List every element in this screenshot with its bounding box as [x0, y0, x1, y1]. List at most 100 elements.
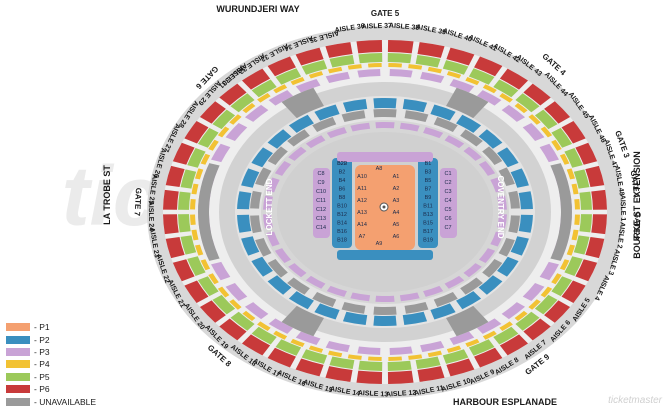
section-p5[interactable] — [515, 311, 540, 331]
section-p2[interactable] — [456, 114, 482, 133]
section-p6[interactable] — [165, 165, 185, 188]
section-p3-inner[interactable] — [444, 135, 465, 149]
section-unavailable[interactable] — [508, 190, 520, 209]
section-p5[interactable] — [358, 53, 383, 64]
section-p6[interactable] — [241, 68, 271, 90]
section-p5[interactable] — [180, 169, 197, 189]
section-p3-inner[interactable] — [497, 214, 507, 229]
section-p5[interactable] — [275, 68, 302, 85]
section-p3-inner[interactable] — [399, 292, 420, 302]
section-p5[interactable] — [415, 356, 441, 370]
section-p4[interactable] — [290, 76, 305, 86]
section-p4[interactable] — [540, 286, 553, 298]
section-p4[interactable] — [308, 345, 324, 353]
section-p3-inner[interactable] — [375, 122, 395, 129]
section-p4[interactable] — [571, 183, 579, 195]
section-p6[interactable] — [267, 56, 296, 77]
section-p6[interactable] — [267, 347, 296, 368]
section-p3-inner[interactable] — [478, 161, 496, 176]
section-p6[interactable] — [544, 101, 571, 124]
section-p6[interactable] — [575, 142, 598, 165]
section-unavailable[interactable] — [287, 277, 310, 295]
section-p4[interactable] — [347, 354, 362, 360]
section-p5[interactable] — [187, 147, 206, 168]
section-p5[interactable] — [301, 60, 328, 75]
section-p3[interactable] — [325, 340, 350, 353]
section-p5[interactable] — [387, 360, 412, 371]
section-p4[interactable] — [257, 93, 271, 103]
section-p2[interactable] — [478, 275, 503, 295]
section-p6[interactable] — [446, 47, 475, 66]
section-unavailable[interactable] — [460, 277, 483, 295]
section-unavailable[interactable] — [404, 301, 429, 314]
section-p4[interactable] — [514, 310, 528, 321]
section-p6[interactable] — [295, 358, 324, 377]
section-p5[interactable] — [534, 109, 558, 130]
section-p5[interactable] — [493, 326, 519, 345]
section-p6[interactable] — [163, 214, 179, 235]
section-p3-inner[interactable] — [497, 195, 507, 210]
section-p2[interactable] — [430, 104, 456, 121]
section-p4[interactable] — [499, 321, 513, 331]
section-p4[interactable] — [327, 350, 343, 358]
section-p3[interactable] — [244, 104, 269, 122]
section-p5[interactable] — [468, 339, 495, 356]
section-p6[interactable] — [387, 370, 414, 384]
section-unavailable[interactable] — [250, 215, 262, 234]
section-p5[interactable] — [468, 68, 495, 85]
section-p5[interactable] — [515, 93, 540, 113]
section-p5[interactable] — [197, 127, 219, 148]
section-p2[interactable] — [342, 311, 368, 326]
section-p6[interactable] — [544, 300, 571, 323]
section-p2[interactable] — [430, 303, 456, 320]
section-p3[interactable] — [389, 346, 413, 355]
floor-section-p3-left[interactable] — [313, 168, 330, 238]
section-p6[interactable] — [325, 366, 353, 382]
section-p5[interactable] — [251, 326, 277, 345]
section-p4[interactable] — [528, 114, 541, 125]
section-p6[interactable] — [561, 280, 586, 303]
section-p6[interactable] — [591, 214, 607, 235]
floor-section-b-top[interactable] — [337, 152, 433, 162]
section-p5[interactable] — [573, 235, 590, 255]
section-p3-inner[interactable] — [326, 127, 347, 139]
section-p6[interactable] — [219, 318, 247, 341]
section-p2[interactable] — [288, 291, 314, 310]
section-unavailable[interactable] — [373, 108, 397, 118]
section-p4[interactable] — [217, 126, 230, 138]
section-p3-inner[interactable] — [350, 292, 371, 302]
section-p4[interactable] — [208, 139, 219, 151]
section-p4[interactable] — [347, 64, 362, 70]
section-p3-inner[interactable] — [399, 122, 420, 132]
section-p4[interactable] — [388, 356, 402, 361]
section-unavailable[interactable] — [312, 292, 337, 307]
section-p5[interactable] — [197, 276, 219, 297]
section-unavailable[interactable] — [498, 167, 515, 187]
section-p4[interactable] — [528, 299, 541, 310]
section-p4[interactable] — [191, 229, 199, 241]
section-p3-inner[interactable] — [305, 135, 326, 149]
section-p6[interactable] — [199, 300, 226, 323]
section-p6[interactable] — [474, 56, 503, 77]
section-p3-inner[interactable] — [375, 295, 395, 302]
section-p5[interactable] — [230, 311, 255, 331]
section-p6[interactable] — [585, 165, 605, 188]
section-p4[interactable] — [566, 244, 576, 256]
section-p4[interactable] — [482, 84, 497, 94]
section-p2[interactable] — [497, 147, 519, 168]
section-p4[interactable] — [446, 71, 462, 79]
section-p2[interactable] — [237, 214, 252, 233]
section-p5[interactable] — [251, 79, 277, 98]
section-p4[interactable] — [465, 76, 480, 86]
section-unavailable[interactable] — [312, 117, 337, 132]
section-p4[interactable] — [242, 310, 256, 321]
section-p2[interactable] — [402, 98, 428, 113]
section-p2[interactable] — [342, 98, 368, 113]
section-p3[interactable] — [501, 104, 526, 122]
floor-section-p2-left[interactable] — [332, 158, 352, 248]
section-p2[interactable] — [314, 104, 340, 121]
section-p5[interactable] — [301, 349, 328, 364]
section-p2[interactable] — [314, 303, 340, 320]
section-p3-inner[interactable] — [490, 231, 504, 247]
section-p3[interactable] — [539, 261, 559, 281]
